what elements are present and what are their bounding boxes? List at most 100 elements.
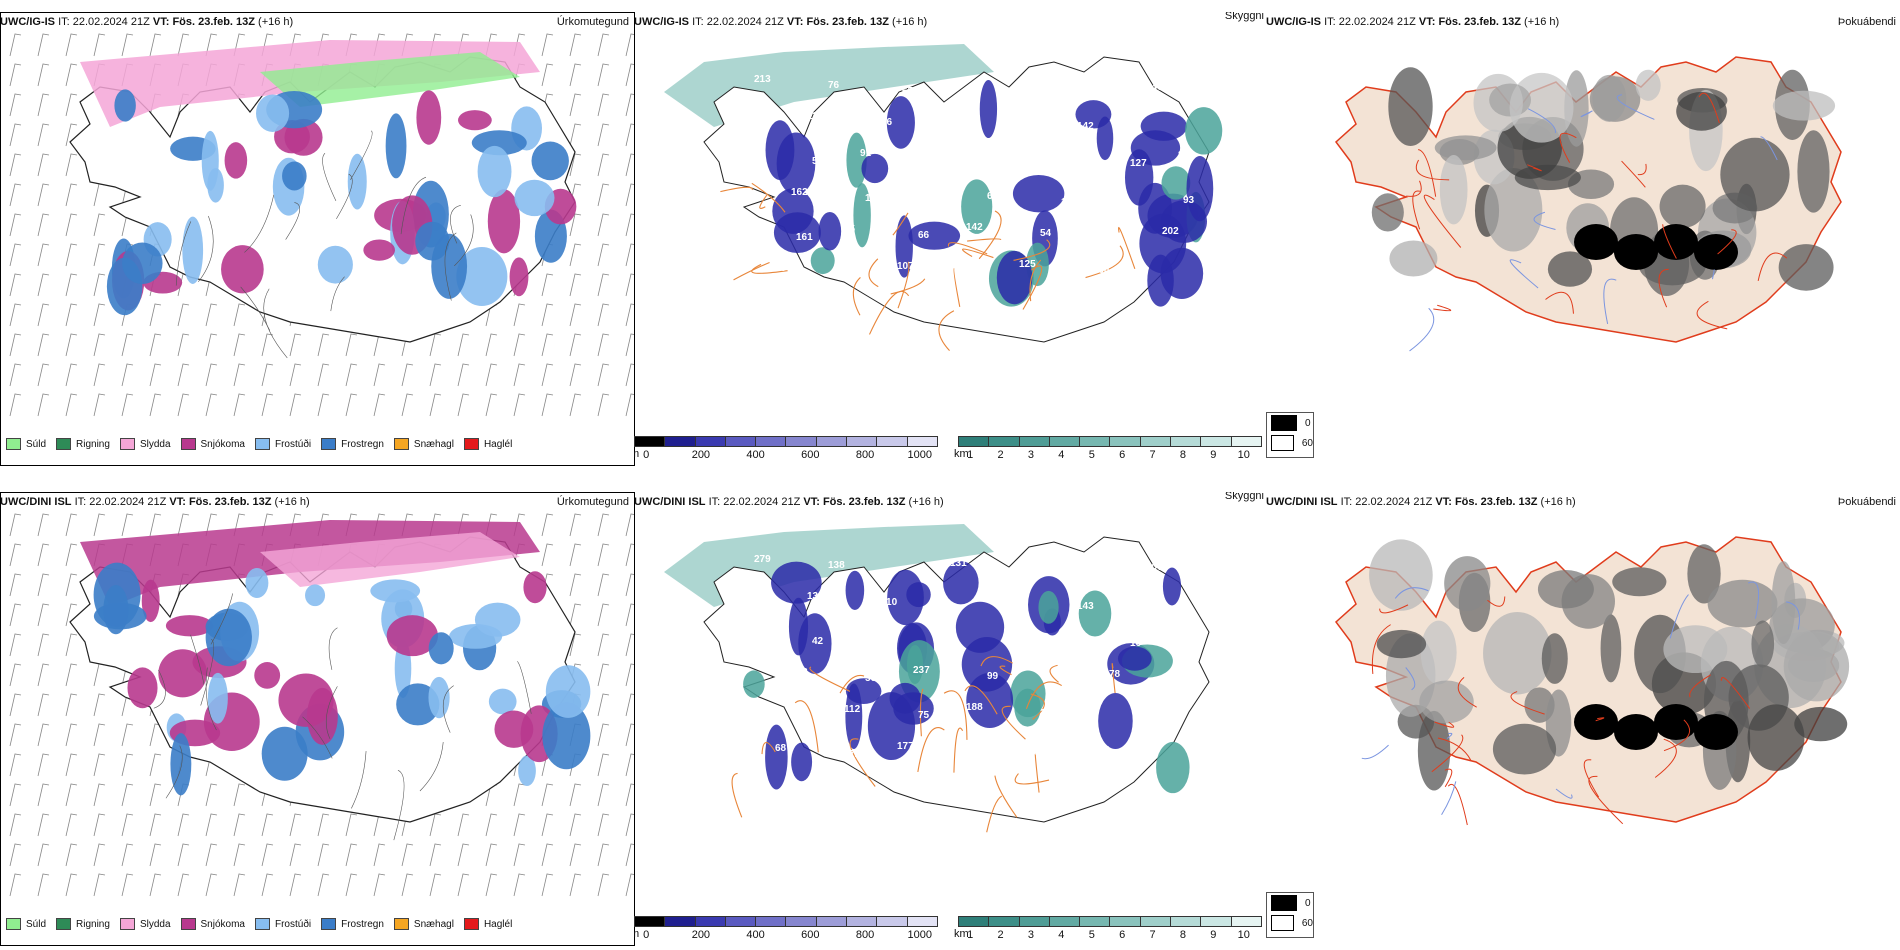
scale-unit: km bbox=[954, 928, 969, 940]
precip-legend-label: Slydda bbox=[139, 438, 171, 450]
wind-barb bbox=[9, 723, 22, 747]
scale-tick-label: 400 bbox=[746, 449, 765, 461]
visibility-scale: 1 2 3 4 5 6 7 8 9 10 km bbox=[954, 916, 1262, 944]
precip-legend-swatch bbox=[463, 438, 479, 450]
precip-area bbox=[363, 239, 395, 261]
wind-barb bbox=[597, 303, 610, 327]
panel-title: Úrkomutegund bbox=[556, 16, 629, 28]
wind-barb bbox=[569, 243, 582, 267]
snow-depth-label: 47 bbox=[759, 119, 771, 130]
panel-title: Skyggni bbox=[1224, 492, 1264, 502]
road-line bbox=[1559, 132, 1577, 163]
wind-barb bbox=[9, 33, 22, 57]
fog-index-area bbox=[1547, 251, 1593, 287]
road-line bbox=[1527, 164, 1542, 172]
snow-depth-label: 177 bbox=[897, 741, 914, 752]
wind-barb bbox=[541, 513, 554, 537]
precip-area bbox=[428, 632, 454, 665]
precip-area bbox=[509, 257, 529, 297]
scale-tick-label: 4 bbox=[1058, 929, 1065, 941]
road-line bbox=[917, 727, 945, 773]
snowdepth-scale: 0 200 400 600 800 1000 m bbox=[634, 436, 938, 464]
fog-legend-value: 60 bbox=[1301, 437, 1313, 449]
wind-barb bbox=[233, 813, 246, 837]
wind-barb bbox=[597, 543, 610, 567]
snow-depth-label: 148 bbox=[1178, 630, 1195, 641]
wind-barb bbox=[121, 513, 134, 537]
boundary-line bbox=[153, 669, 166, 709]
vt-value: Fös. 23.feb. 13Z bbox=[822, 496, 906, 508]
precip-legend-item: Frostúði bbox=[254, 438, 311, 450]
snow-depth-area bbox=[1010, 670, 1046, 718]
wind-barb bbox=[37, 33, 50, 57]
wind-barb bbox=[289, 333, 302, 357]
wind-barb bbox=[37, 333, 50, 357]
wind-barb bbox=[597, 603, 610, 627]
fog-swatch-black bbox=[1271, 895, 1297, 911]
wind-barb bbox=[37, 363, 50, 387]
wind-barb bbox=[597, 633, 610, 657]
road-line bbox=[919, 688, 924, 737]
precip-type-panel-row2: UWC/DINI ISL IT: 22.02.2024 21Z VT: Fös.… bbox=[0, 492, 635, 946]
scale-bar bbox=[634, 916, 938, 927]
wind-barb bbox=[65, 813, 78, 837]
snow-depth-label: 202 bbox=[1162, 226, 1179, 237]
fog-index-area bbox=[1747, 704, 1805, 771]
snow-depth-label: 93 bbox=[1183, 195, 1195, 206]
fog-index-area bbox=[1797, 130, 1830, 213]
scale-tick-label: 3 bbox=[1027, 929, 1035, 941]
snow-depth-label: 35 bbox=[844, 224, 856, 235]
snow-depth-label: 106 bbox=[1109, 189, 1126, 200]
wind-barb bbox=[541, 783, 554, 807]
precip-legend-item: Frostregn bbox=[321, 918, 384, 930]
precip-area bbox=[518, 755, 536, 787]
wind-barb bbox=[541, 333, 554, 357]
wind-barb bbox=[289, 843, 302, 867]
wind-barb bbox=[9, 813, 22, 837]
snow-depth-area bbox=[772, 188, 814, 234]
wind-barb bbox=[569, 153, 582, 177]
wind-barb bbox=[37, 213, 50, 237]
wind-barb bbox=[597, 753, 610, 777]
snow-depth-label: 58 bbox=[812, 156, 824, 167]
road-line bbox=[1446, 732, 1453, 739]
boundary-line bbox=[210, 593, 233, 645]
road-line bbox=[980, 656, 1014, 667]
snow-depth-label: 17 bbox=[1183, 675, 1195, 686]
snow-depth-label: 131 bbox=[950, 558, 967, 569]
wind-barb bbox=[317, 393, 330, 417]
precip-legend-item: Frostúði bbox=[254, 918, 311, 930]
road-line bbox=[1595, 717, 1605, 722]
wind-barb bbox=[373, 873, 386, 897]
snow-depth-label: 198 bbox=[1093, 745, 1110, 756]
snow-depth-label: 42 bbox=[812, 636, 824, 647]
precip-type-map bbox=[9, 33, 635, 417]
wind-barb bbox=[205, 333, 218, 357]
fog-index-area bbox=[1444, 556, 1491, 611]
wind-barb bbox=[513, 843, 526, 867]
fog-swatch-white bbox=[1271, 435, 1294, 451]
it-label: IT: bbox=[1324, 16, 1336, 28]
road-line bbox=[1371, 624, 1391, 674]
wind-barb bbox=[37, 633, 50, 657]
wind-barb bbox=[65, 573, 78, 597]
fog-index-area bbox=[1420, 620, 1457, 685]
wind-barb bbox=[597, 273, 610, 297]
wind-barb bbox=[289, 813, 302, 837]
scale-tick-label: 1 bbox=[967, 929, 974, 941]
model-name: UWC/IG-IS bbox=[0, 16, 55, 28]
snow-depth-label: 77 bbox=[950, 78, 962, 89]
wind-barb bbox=[429, 843, 442, 867]
snow-depth-label: 105 bbox=[1072, 556, 1089, 567]
scale-tick-label: 200 bbox=[691, 449, 711, 461]
snow-depth-label: 54 bbox=[1024, 564, 1036, 575]
boundary-line bbox=[285, 202, 301, 240]
snow-depth-area bbox=[961, 179, 993, 234]
snow-depth-label: 76 bbox=[1003, 115, 1015, 126]
scale-bar bbox=[958, 436, 1262, 447]
wind-barb bbox=[233, 303, 246, 327]
road-line bbox=[1663, 719, 1690, 752]
wind-barb bbox=[317, 363, 330, 387]
fog-index-area bbox=[1654, 704, 1698, 740]
wind-barb bbox=[597, 393, 610, 417]
